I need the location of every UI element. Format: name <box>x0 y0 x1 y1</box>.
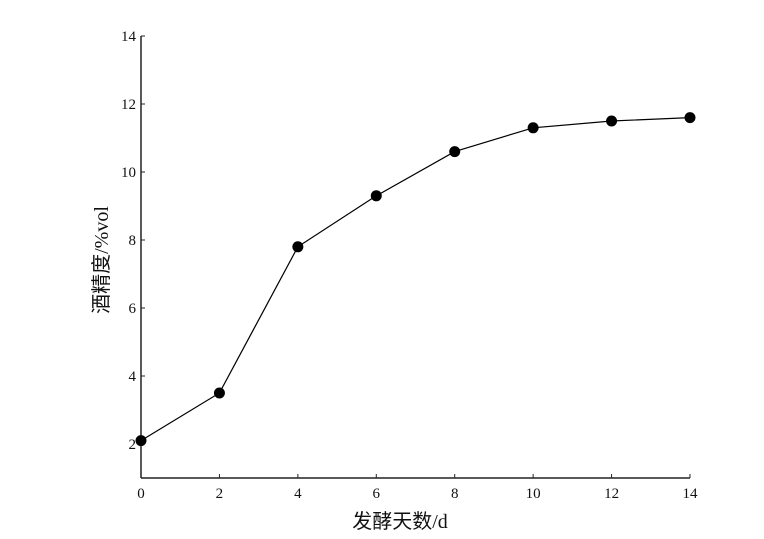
y-tick-label: 12 <box>121 97 136 113</box>
data-point <box>135 435 147 447</box>
y-tick-label: 2 <box>129 437 137 453</box>
x-tick-label: 2 <box>216 486 224 502</box>
x-tick-label: 8 <box>451 486 459 502</box>
data-point <box>527 122 539 134</box>
y-tick-label: 10 <box>121 165 136 181</box>
x-axis-label: 发酵天数/d <box>352 510 448 533</box>
y-tick-label: 4 <box>129 369 137 385</box>
data-point <box>449 146 461 158</box>
x-tick-label: 6 <box>373 486 381 502</box>
y-tick-label: 8 <box>129 233 137 249</box>
x-tick-label: 4 <box>294 486 302 502</box>
x-tick-label: 0 <box>137 486 145 502</box>
y-tick-label: 14 <box>121 29 137 45</box>
data-point <box>370 190 382 202</box>
x-tick-label: 14 <box>683 486 699 502</box>
series-line <box>140 117 691 442</box>
data-point <box>606 115 618 127</box>
data-point <box>213 387 225 399</box>
y-axis-label: 酒精度/%vol <box>90 206 113 314</box>
data-point <box>684 112 696 124</box>
data-point <box>292 241 304 253</box>
x-tick-label: 12 <box>604 486 619 502</box>
y-tick-label: 6 <box>129 301 137 317</box>
x-tick-label: 10 <box>526 486 541 502</box>
